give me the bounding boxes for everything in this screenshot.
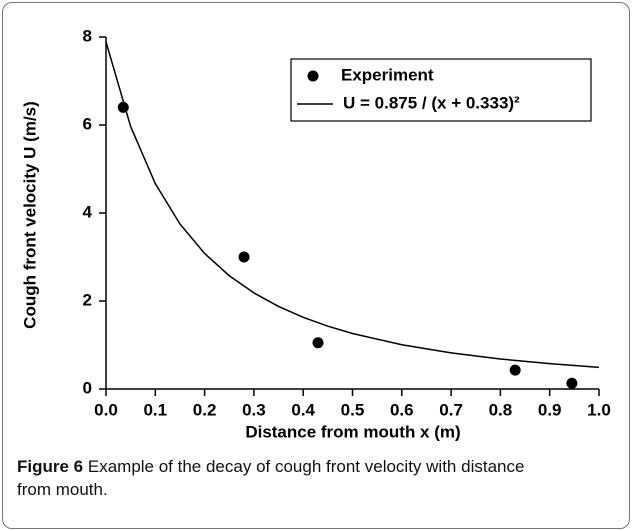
legend-marker (307, 70, 319, 82)
y-axis-label: Cough front velocity U (m/s) (20, 101, 39, 329)
x-tick-label: 0.2 (193, 400, 217, 419)
y-tick-label: 2 (83, 290, 92, 309)
data-point (509, 364, 521, 376)
data-point (238, 251, 250, 263)
x-tick-label: 0.3 (242, 400, 266, 419)
x-tick-label: 0.7 (439, 400, 463, 419)
x-tick-label: 0.0 (94, 400, 118, 419)
x-axis-label: Distance from mouth x (m) (245, 422, 460, 441)
y-tick-label: 8 (83, 26, 92, 45)
y-tick-label: 6 (83, 114, 92, 133)
x-tick-label: 0.5 (341, 400, 365, 419)
x-tick-label: 0.6 (390, 400, 414, 419)
legend-box (290, 58, 592, 122)
y-tick-label: 0 (83, 378, 92, 397)
x-tick-label: 0.8 (489, 400, 513, 419)
x-tick-label: 1.0 (587, 400, 611, 419)
caption: Figure 6 Example of the decay of cough f… (17, 455, 537, 501)
x-tick-label: 0.1 (143, 400, 167, 419)
chart: Distance from mouth x (m) Cough front ve… (20, 26, 611, 441)
data-point (566, 377, 578, 389)
legend-label: Experiment (341, 65, 434, 84)
y-tick-label: 4 (83, 202, 93, 221)
caption-label: Figure 6 (17, 457, 84, 476)
legend-label: U = 0.875 / (x + 0.333)² (343, 93, 520, 112)
x-tick-label: 0.4 (291, 400, 315, 419)
x-tick-label: 0.9 (538, 400, 562, 419)
data-point (312, 337, 324, 349)
caption-text: Example of the decay of cough front velo… (17, 457, 525, 499)
fit-line (105, 41, 600, 369)
